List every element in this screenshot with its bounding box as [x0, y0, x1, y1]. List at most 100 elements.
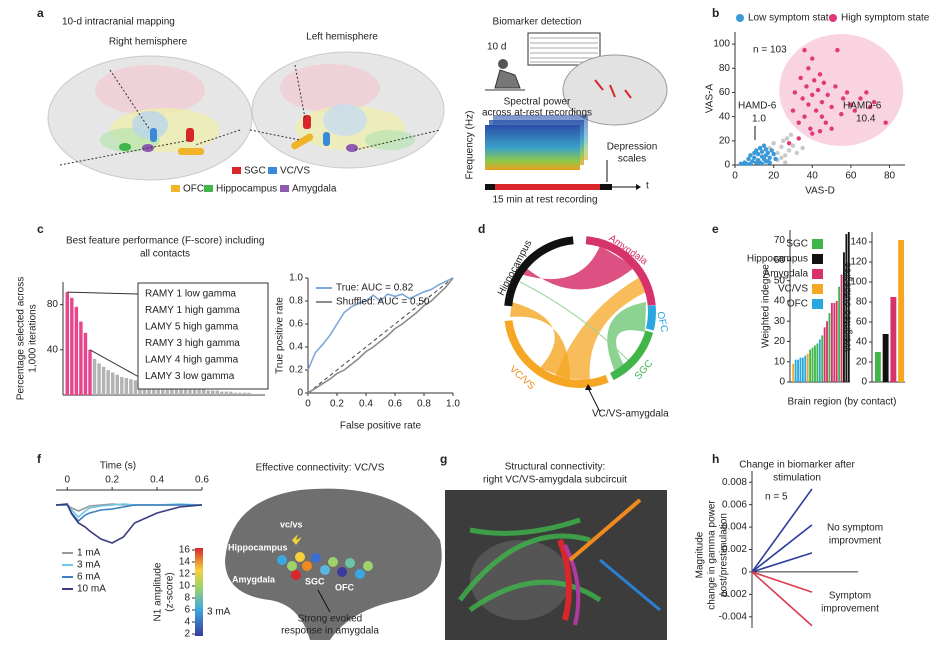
- point: [781, 138, 786, 144]
- bar: [811, 347, 814, 382]
- point: [783, 153, 788, 158]
- bar: [840, 274, 843, 382]
- bar: [215, 390, 219, 395]
- point: [748, 153, 753, 158]
- point: [804, 84, 809, 89]
- brain-right: [47, 55, 253, 181]
- label: t: [646, 181, 649, 192]
- bar: [174, 387, 179, 395]
- bar: [129, 379, 133, 395]
- y-tick-label: 50: [774, 275, 786, 286]
- legend-swatch: [812, 269, 823, 279]
- point: [829, 104, 834, 110]
- y-tick-label: 40: [856, 337, 868, 348]
- x-tick-label: 0.2: [105, 475, 119, 486]
- y-axis-label: Percentage selected across: [16, 277, 27, 400]
- bar: [201, 389, 206, 395]
- y-tick-label: 0.008: [722, 477, 747, 488]
- point: [771, 141, 776, 146]
- bar: [229, 391, 233, 395]
- legend-label: Amygdala: [292, 184, 337, 195]
- x-tick-label: 0: [64, 475, 70, 486]
- point: [767, 155, 772, 160]
- feature-label: LAMY 3 low gamma: [145, 371, 235, 382]
- colorbar-tick-label: 8: [184, 593, 190, 604]
- y-tick-label: 10: [774, 356, 786, 367]
- bar: [92, 358, 97, 395]
- bar: [898, 240, 905, 382]
- bar: [170, 385, 174, 395]
- x-tick-label: 60: [845, 171, 857, 182]
- point: [806, 66, 811, 71]
- y-axis-label: True positive rate: [275, 297, 286, 374]
- bar: [792, 363, 795, 382]
- legend-label: 10 mA: [77, 584, 106, 595]
- point: [798, 75, 803, 81]
- y-tick-label: 1.0: [289, 273, 303, 284]
- bar: [816, 343, 819, 382]
- brain-left: [249, 51, 445, 169]
- point: [815, 87, 821, 93]
- feature-box: [137, 282, 269, 390]
- point: [746, 156, 751, 162]
- connector: [89, 349, 139, 377]
- point: [784, 136, 790, 141]
- legend-label: Hippocampus: [216, 184, 277, 195]
- bar: [124, 378, 129, 395]
- x-axis-label: False positive rate: [340, 421, 422, 432]
- annotation: improvment: [829, 536, 881, 547]
- panel-letter: e: [712, 222, 719, 236]
- y-tick-label: 80: [47, 299, 59, 310]
- region-label: vc/vs: [280, 519, 303, 529]
- colorbar-tick-label: 2: [184, 629, 190, 640]
- point: [786, 141, 792, 146]
- feature-label: RAMY 3 high gamma: [145, 338, 240, 349]
- bar: [83, 332, 88, 395]
- point: [790, 108, 796, 113]
- y-axis-label: Weighted outdegree: [843, 262, 854, 352]
- bar: [70, 297, 74, 395]
- annotation: HAMD-6: [738, 101, 777, 112]
- annotation: 1.0: [752, 114, 766, 125]
- point: [738, 161, 743, 166]
- feature-label: LAMY 4 high gamma: [145, 355, 239, 366]
- point: [779, 144, 784, 150]
- y-tick-label: 120: [850, 257, 867, 268]
- bar: [874, 352, 881, 382]
- y-axis-label: 1,000 iterations: [28, 304, 39, 372]
- legend-label: SGC: [786, 239, 808, 250]
- y-tick-label: -0.002: [719, 589, 748, 600]
- point: [752, 155, 757, 160]
- bar: [835, 300, 838, 382]
- bar: [224, 391, 229, 395]
- series-line: [751, 552, 813, 573]
- point: [864, 90, 869, 95]
- point: [835, 47, 840, 53]
- bar: [818, 339, 821, 382]
- bar: [156, 384, 160, 395]
- y-tick-label: 80: [856, 297, 868, 308]
- bar: [74, 306, 79, 395]
- y-tick-label: 40: [719, 111, 731, 122]
- point: [794, 150, 800, 156]
- y-tick-label: 30: [774, 316, 786, 327]
- x-tick-label: 0.4: [150, 475, 164, 486]
- panel-letter: c: [37, 222, 44, 236]
- point: [765, 150, 771, 156]
- point: [754, 148, 759, 153]
- bar: [821, 335, 824, 382]
- legend-label: Shuffled: AUC = 0.50: [336, 297, 430, 308]
- point: [786, 148, 792, 153]
- x-tick-label: 40: [807, 171, 819, 182]
- x-tick-label: 0: [732, 171, 738, 182]
- series-line: [751, 571, 813, 627]
- y-tick-label: 0: [779, 377, 785, 388]
- bar: [794, 359, 797, 382]
- bar: [79, 321, 83, 395]
- y-tick-label: 0.8: [289, 296, 303, 307]
- bar: [890, 297, 897, 382]
- point: [825, 92, 830, 98]
- legend-label: Amygdala: [764, 269, 809, 280]
- bar: [801, 357, 804, 382]
- label: Depression: [607, 142, 658, 153]
